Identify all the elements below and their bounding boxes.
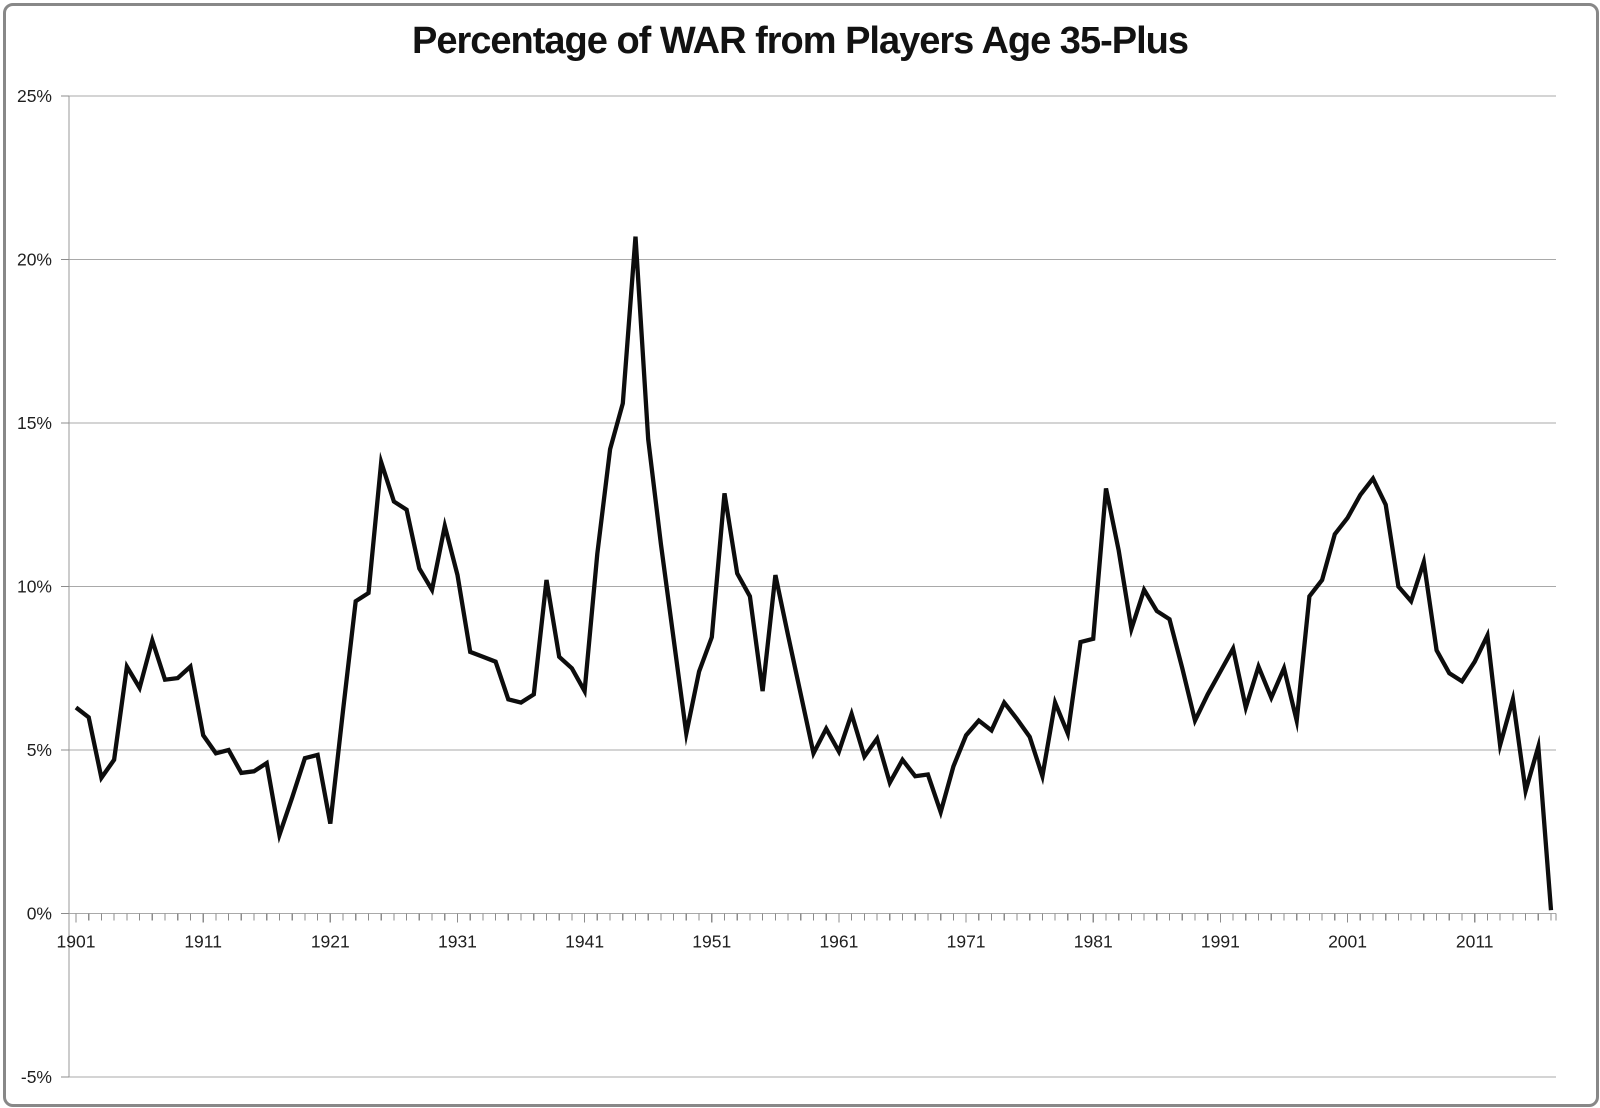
x-axis-label: 1921: [311, 932, 350, 952]
x-axis-label: 1971: [947, 932, 986, 952]
y-axis-label: 15%: [17, 413, 52, 433]
x-axis-label: 1961: [819, 932, 858, 952]
x-axis-label: 1911: [184, 932, 222, 952]
x-axis-label: 1931: [438, 932, 477, 952]
x-axis-label: 1951: [692, 932, 731, 952]
y-axis-label: 10%: [17, 577, 52, 597]
y-axis-label: 0%: [27, 904, 52, 924]
x-axis-label: 1991: [1201, 932, 1240, 952]
x-axis-label: 2001: [1328, 932, 1367, 952]
x-axis-label: 1981: [1074, 932, 1113, 952]
y-axis-label: -5%: [21, 1067, 52, 1087]
gridlines: [69, 95, 1556, 1078]
chart-frame: [3, 3, 1599, 1107]
x-axis-label: 1941: [565, 932, 604, 952]
y-axis: 25% 20% 15% 10% 5% 0% -5%: [17, 86, 70, 1087]
y-axis-label: 25%: [17, 86, 52, 106]
x-axis: 1901 1911 1921 1931 1941 1951 1961 1971 1981 1991…: [57, 913, 1557, 952]
series-line: [74, 236, 1554, 911]
y-axis-label: 5%: [27, 740, 52, 760]
x-axis-label: 2011: [1456, 932, 1494, 952]
chart-title: Percentage of WAR from Players Age 35-Pl…: [412, 20, 1189, 62]
y-axis-label: 20%: [17, 250, 52, 270]
x-axis-label: 1901: [57, 932, 96, 952]
